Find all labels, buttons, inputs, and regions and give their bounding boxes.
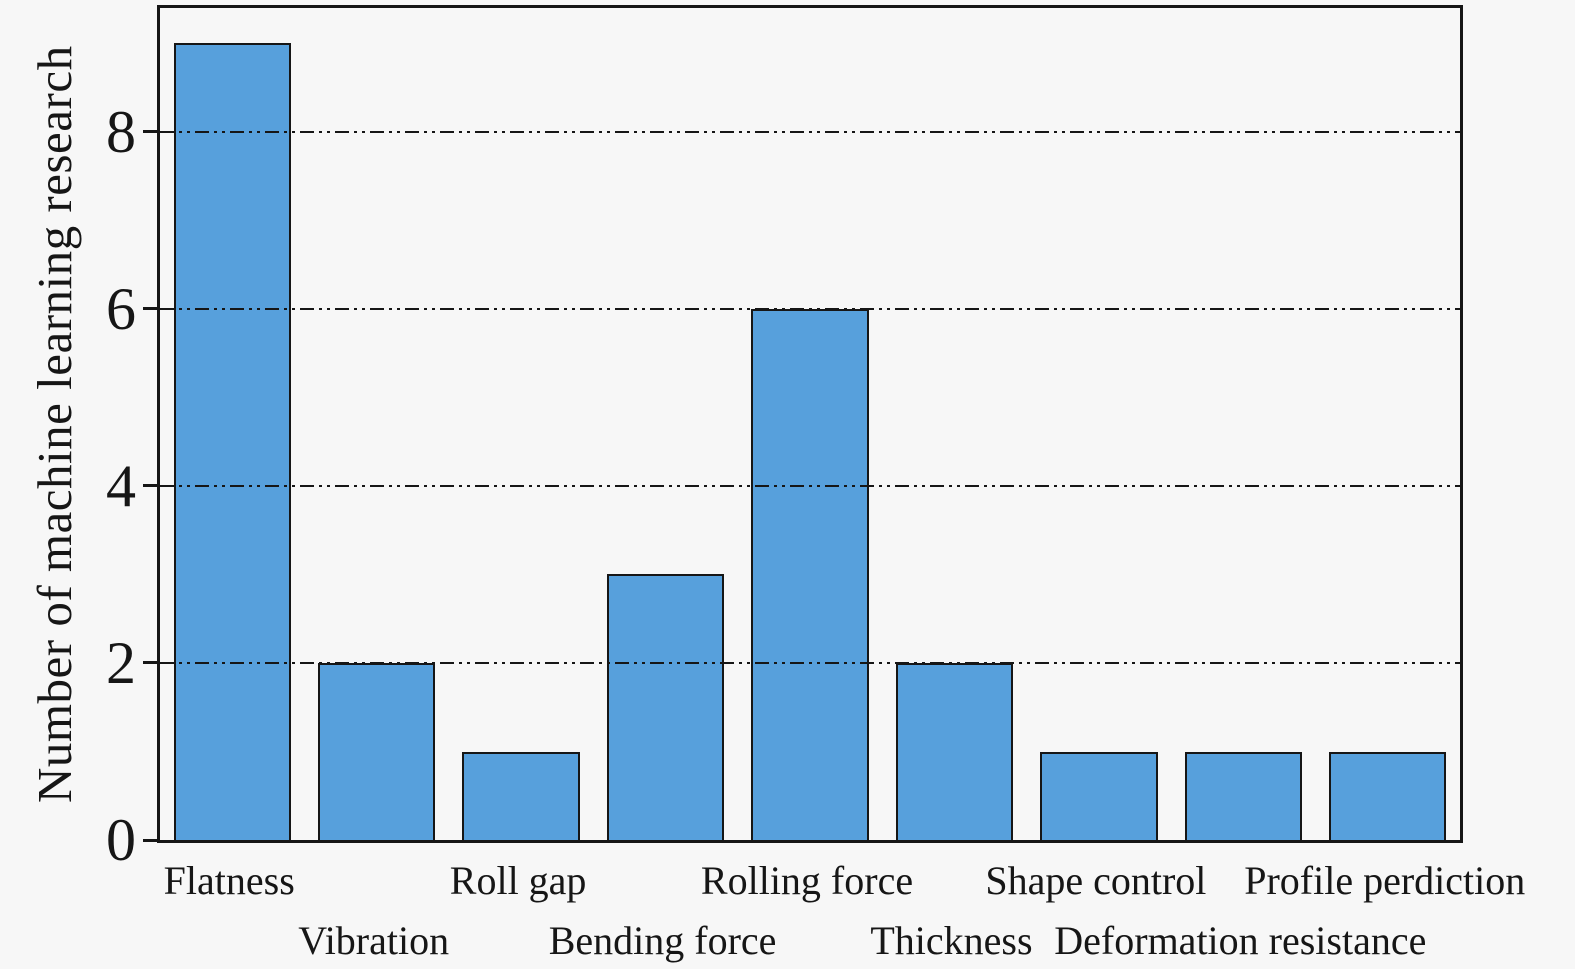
y-tick-mark-6: [143, 307, 157, 311]
y-tick-label-0: 0: [106, 807, 136, 873]
y-tick-mark-8: [143, 130, 157, 134]
y-tick-label-4: 4: [106, 452, 136, 519]
gridline-y8: [160, 130, 1460, 133]
y-tick-label-8: 8: [106, 98, 136, 165]
x-label-vibration: Vibration: [298, 918, 450, 963]
bar-bending-force: [606, 574, 725, 840]
bar-deformation-resistance: [1184, 751, 1303, 840]
x-label-bending-force: Bending force: [548, 918, 777, 963]
bar-shape-control: [1040, 751, 1158, 840]
x-label-rolling-force: Rolling force: [700, 858, 914, 903]
y-tick-mark-2: [143, 661, 157, 665]
gridlines-container: [160, 8, 1460, 840]
bar-profile-perdiction: [1329, 751, 1447, 840]
bar-roll-gap: [462, 751, 580, 840]
gridline-y4: [160, 484, 1460, 487]
x-label-profile-perdiction: Profile perdiction: [1244, 858, 1526, 903]
y-tick-label-6: 6: [106, 275, 136, 342]
x-label-thickness: Thickness: [870, 918, 1033, 963]
bar-flatness: [173, 43, 291, 840]
x-label-flatness: Flatness: [163, 858, 295, 903]
y-tick-mark-4: [143, 484, 157, 488]
bar-vibration: [317, 662, 436, 840]
plot-area: [157, 5, 1463, 843]
bars-container: [160, 8, 1460, 840]
x-label-deformation-resistance: Deformation resistance: [1054, 918, 1427, 963]
y-tick-mark-0: [143, 838, 157, 842]
bar-rolling-force: [751, 308, 869, 840]
y-tick-label-2: 2: [106, 629, 136, 696]
x-label-roll-gap: Roll gap: [449, 858, 587, 903]
x-label-shape-control: Shape control: [985, 858, 1207, 903]
gridline-y6: [160, 307, 1460, 310]
gridline-y2: [160, 661, 1460, 664]
bar-thickness: [895, 662, 1014, 840]
